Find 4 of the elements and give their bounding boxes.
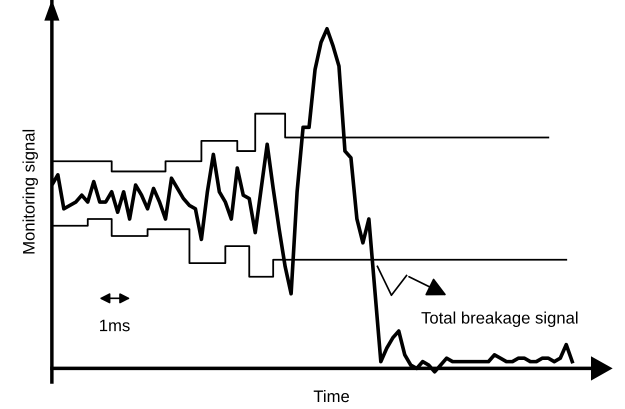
annotation: 1ms	[100, 320, 130, 332]
y-axis-title: Monitoring signal	[22, 130, 38, 254]
x-axis-title: Time	[314, 390, 350, 402]
annotation: Total breakage signal	[421, 311, 578, 328]
